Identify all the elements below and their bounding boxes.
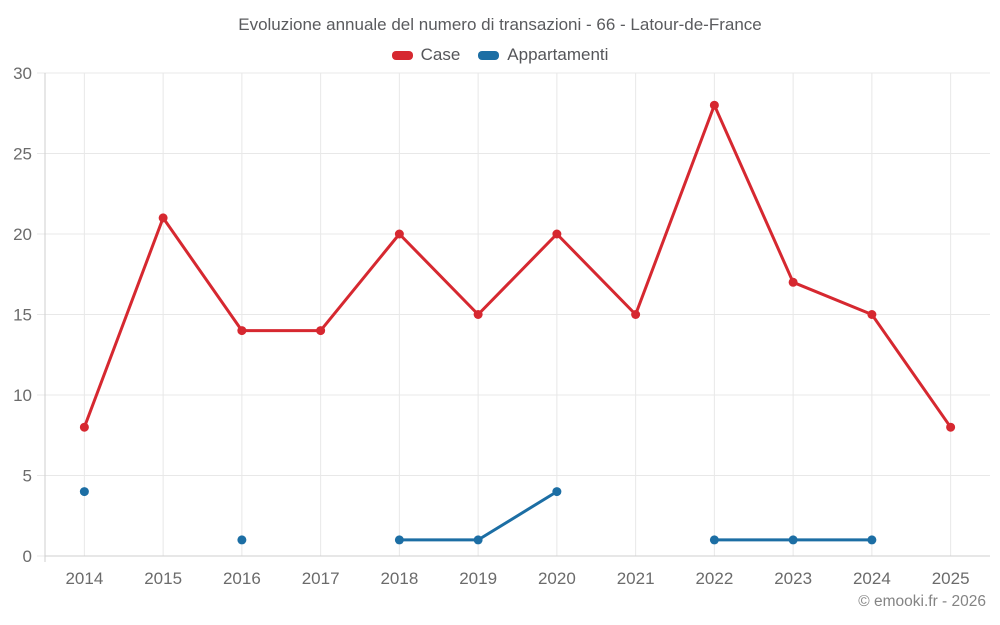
- case-data-point[interactable]: [631, 310, 641, 319]
- case-data-point[interactable]: [473, 310, 483, 319]
- appartamenti-series-swatch-icon: [478, 50, 500, 60]
- legend-label-appartamenti: Appartamenti: [507, 45, 609, 64]
- y-tick-label: 25: [13, 145, 32, 164]
- legend-item-case[interactable]: Case: [391, 45, 461, 65]
- x-tick-label: 2018: [380, 569, 418, 588]
- case-data-point[interactable]: [788, 277, 798, 287]
- case-data-point[interactable]: [394, 229, 404, 239]
- appartamenti-data-point[interactable]: [79, 487, 89, 497]
- case-data-point[interactable]: [237, 326, 247, 336]
- appartamenti-data-point[interactable]: [237, 535, 247, 545]
- x-tick-label: 2016: [223, 569, 261, 588]
- appartamenti-data-point[interactable]: [788, 535, 798, 545]
- case-series-swatch-icon: [391, 50, 413, 60]
- copyright-text: © emooki.fr - 2026: [858, 593, 986, 610]
- x-tick-label: 2019: [459, 569, 497, 588]
- legend-label-case: Case: [420, 45, 461, 64]
- appartamenti-data-point[interactable]: [394, 535, 404, 545]
- x-tick-label: 2023: [774, 569, 812, 588]
- y-tick-label: 0: [23, 547, 32, 566]
- y-tick-label: 20: [13, 225, 32, 244]
- case-data-point[interactable]: [79, 422, 89, 432]
- case-data-point[interactable]: [946, 422, 956, 432]
- chart-legend: Case Appartamenti: [0, 45, 1000, 65]
- case-data-point[interactable]: [552, 229, 562, 239]
- case-data-point[interactable]: [867, 310, 877, 319]
- x-tick-label: 2015: [144, 569, 182, 588]
- appartamenti-data-point[interactable]: [867, 535, 877, 545]
- y-tick-label: 30: [13, 64, 32, 83]
- appartamenti-data-point[interactable]: [709, 535, 719, 545]
- appartamenti-data-point[interactable]: [473, 535, 483, 545]
- chart-title: Evoluzione annuale del numero di transaz…: [238, 15, 762, 34]
- y-tick-label: 10: [13, 386, 32, 405]
- x-tick-label: 2017: [302, 569, 340, 588]
- x-tick-label: 2025: [932, 569, 970, 588]
- x-tick-label: 2020: [538, 569, 576, 588]
- case-series-line: [82, 103, 953, 429]
- y-tick-label: 5: [23, 467, 32, 486]
- case-data-point[interactable]: [316, 326, 326, 336]
- y-tick-label: 15: [13, 306, 32, 325]
- appartamenti-data-point[interactable]: [552, 487, 562, 497]
- x-tick-label: 2021: [617, 569, 655, 588]
- legend-item-appartamenti[interactable]: Appartamenti: [478, 45, 608, 65]
- x-tick-label: 2022: [695, 569, 733, 588]
- x-tick-label: 2024: [853, 569, 891, 588]
- case-data-point[interactable]: [709, 100, 719, 110]
- case-data-point[interactable]: [158, 213, 168, 223]
- x-tick-label: 2014: [65, 569, 103, 588]
